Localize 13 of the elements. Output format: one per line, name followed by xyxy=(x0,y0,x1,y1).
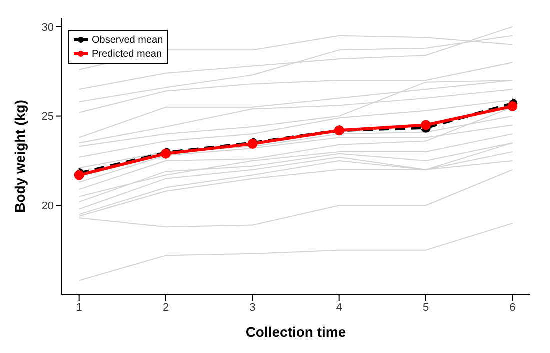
x-tick-label: 3 xyxy=(250,302,256,314)
y-axis-title: Body weight (kg) xyxy=(12,100,28,213)
legend-label: Observed mean xyxy=(92,34,164,46)
y-tick-label: 20 xyxy=(42,200,54,213)
x-tick-label: 5 xyxy=(422,302,430,314)
x-tick-label: 4 xyxy=(336,302,342,314)
y-tick-label: 30 xyxy=(42,22,54,34)
x-axis-title: Collection time xyxy=(246,324,346,340)
x-tick-label: 2 xyxy=(162,302,170,314)
x-tick-label: 6 xyxy=(510,302,516,314)
x-tick-label: 1 xyxy=(76,302,82,314)
y-tick-label: 25 xyxy=(42,111,54,124)
legend-label: Predicted mean xyxy=(92,48,162,60)
